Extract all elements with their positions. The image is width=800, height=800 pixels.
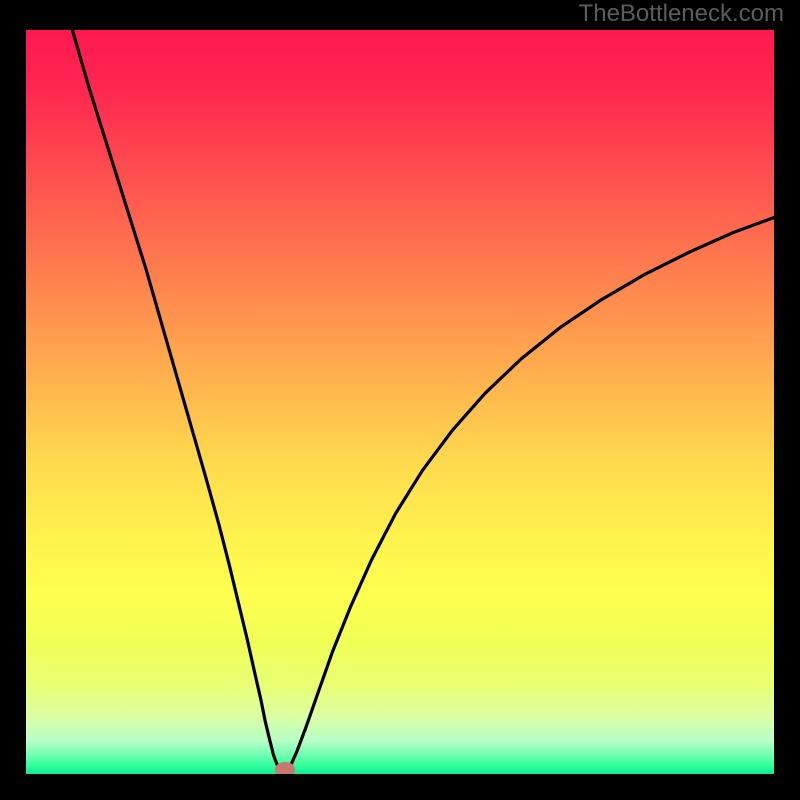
curve-path [72,30,774,773]
chart-container: TheBottleneck.com [0,0,800,800]
watermark-text: TheBottleneck.com [579,0,784,28]
bottleneck-curve [26,30,774,774]
plot-area [26,30,774,774]
minimum-marker [275,762,294,774]
